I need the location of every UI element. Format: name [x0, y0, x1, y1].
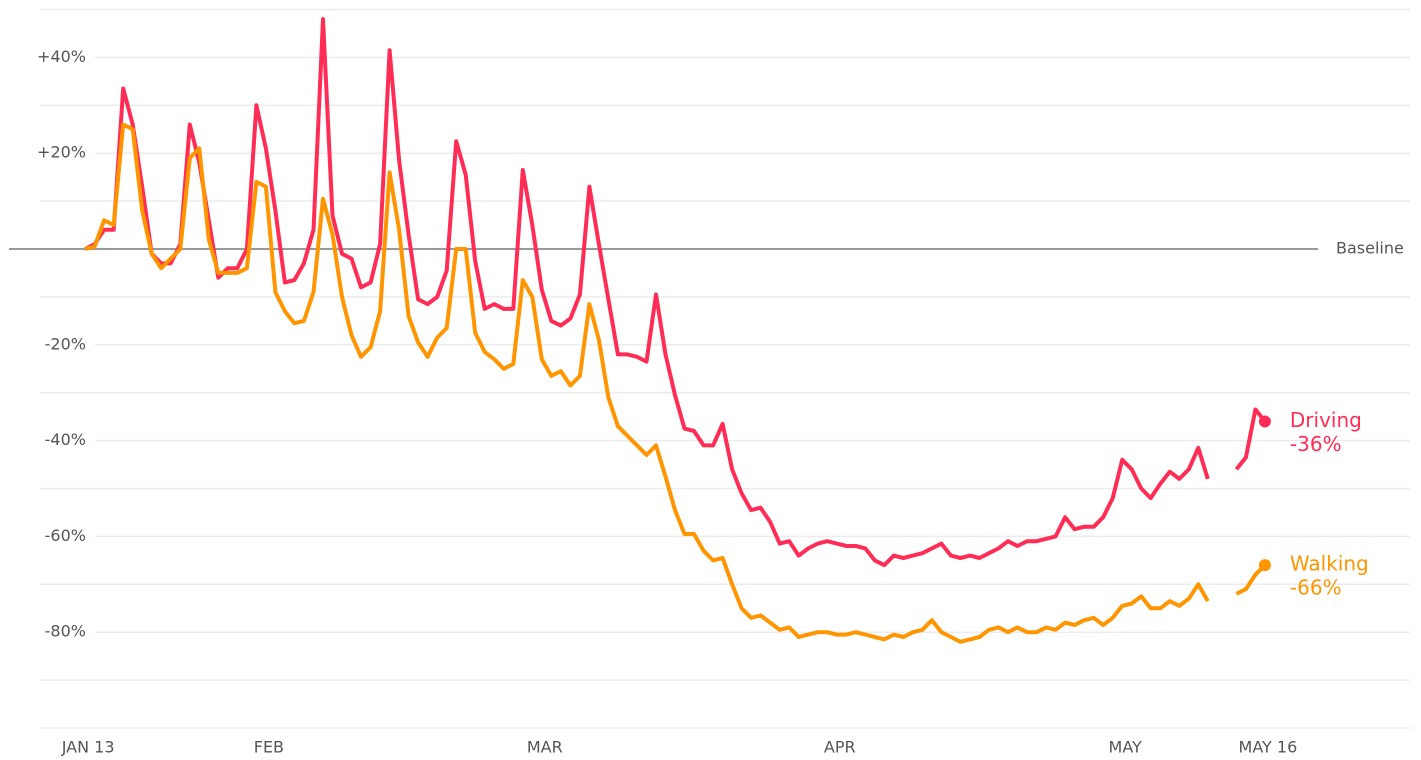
y-tick-label: -80%	[45, 622, 86, 641]
end-dot	[1258, 559, 1271, 572]
x-tick-label: APR	[824, 738, 856, 757]
x-tick-label: MAY 16	[1239, 738, 1298, 757]
series-name: Driving	[1290, 408, 1362, 432]
x-tick-label: MAY	[1109, 738, 1143, 757]
y-tick-label: -60%	[45, 526, 86, 545]
y-tick-label: -40%	[45, 430, 86, 449]
baseline-label: Baseline	[1336, 239, 1404, 258]
x-tick-label: FEB	[254, 738, 284, 757]
y-tick-label: +40%	[37, 47, 86, 66]
y-tick-label: +20%	[37, 143, 86, 162]
series-name: Walking	[1290, 552, 1369, 576]
end-label: -66%	[1290, 576, 1342, 600]
x-tick-label: JAN 13	[61, 738, 115, 757]
y-tick-label: -20%	[45, 334, 86, 353]
end-dot	[1258, 415, 1271, 428]
end-label: -36%	[1290, 432, 1342, 456]
x-tick-label: MAR	[527, 738, 563, 757]
line-walking	[84, 122, 1267, 644]
line-driving	[84, 17, 1267, 568]
